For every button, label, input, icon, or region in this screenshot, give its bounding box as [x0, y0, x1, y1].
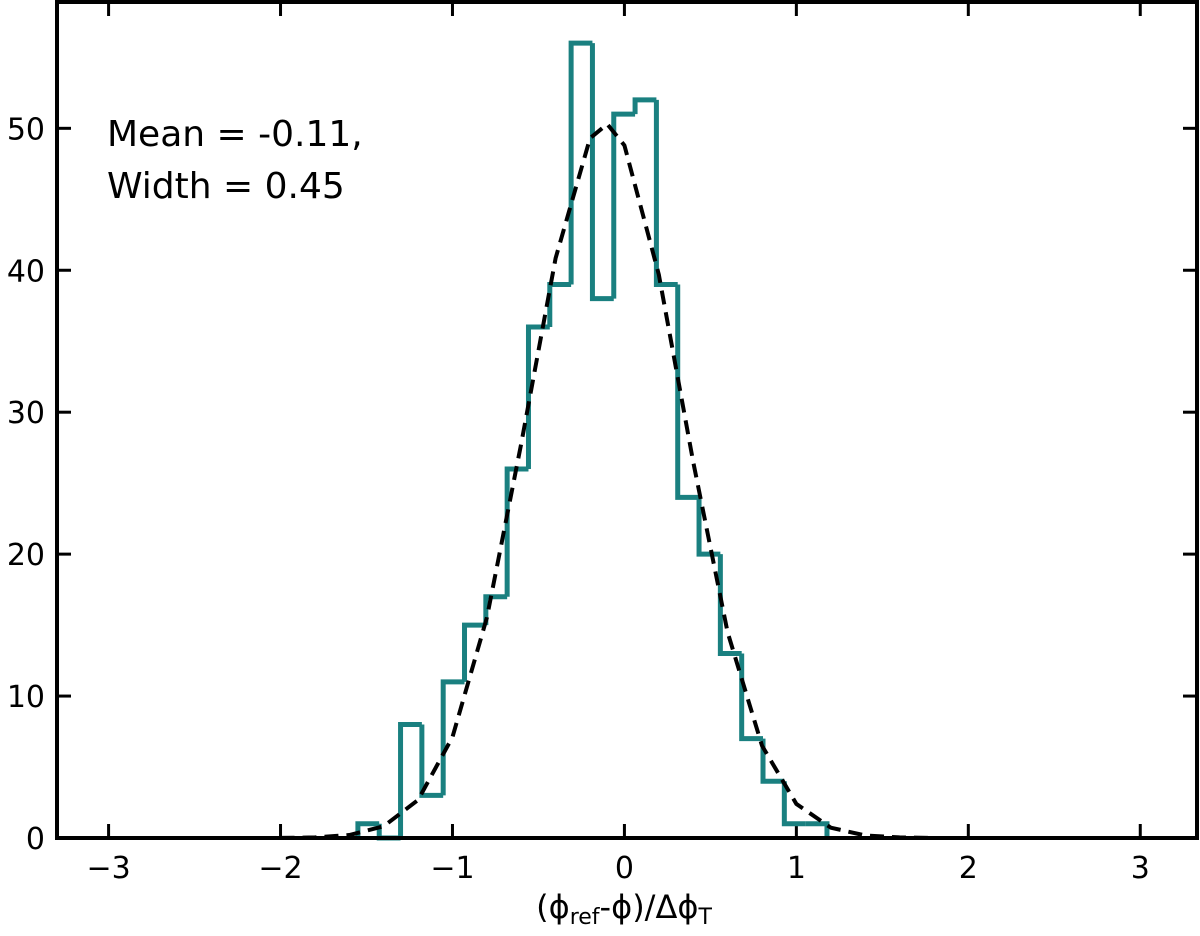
- y-tick-label: 0: [26, 822, 45, 857]
- x-tick-label: 1: [787, 851, 806, 886]
- x-axis-label-part: ref: [570, 905, 601, 930]
- histogram-bin: [717, 554, 742, 656]
- histogram-bin: [547, 281, 572, 328]
- histogram-bin: [675, 284, 700, 500]
- x-tick-label: −1: [430, 851, 474, 886]
- histogram-bin: [781, 781, 806, 827]
- x-axis-label-part: T: [697, 905, 712, 930]
- histogram-bin: [632, 97, 657, 115]
- histogram-bin: [376, 823, 401, 841]
- y-tick-label: 30: [7, 396, 45, 431]
- x-tick-label: 3: [1131, 851, 1150, 886]
- histogram-bin: [589, 43, 614, 302]
- histogram-bin: [653, 99, 678, 287]
- histogram-bin: [440, 679, 465, 796]
- x-tick-label: −3: [86, 851, 130, 886]
- y-tick-label: 40: [7, 254, 45, 289]
- x-axis-label: (ϕref-ϕ)/ΔϕT: [536, 888, 712, 930]
- x-tick-label: 2: [959, 851, 978, 886]
- x-axis-label-part: -ϕ)/Δϕ: [600, 888, 699, 926]
- x-tick-label: 0: [615, 851, 634, 886]
- histogram-bin: [696, 497, 721, 557]
- histogram-bin: [419, 724, 444, 798]
- fit-curve: [280, 122, 934, 840]
- annotation: Mean = -0.11,: [107, 114, 363, 155]
- y-tick-label: 20: [7, 538, 45, 573]
- histogram-bin: [462, 622, 486, 682]
- histogram-bin: [568, 40, 593, 285]
- histogram-bin: [398, 721, 422, 838]
- plot-frame: [55, 0, 1199, 840]
- histogram-bin: [739, 653, 764, 742]
- histogram-bin: [504, 466, 529, 597]
- y-tick-label: 50: [7, 112, 45, 147]
- x-axis-label-part: (ϕ: [536, 888, 570, 926]
- histogram-bin: [611, 111, 636, 299]
- histogram-bin: [760, 738, 785, 784]
- x-tick-label: −2: [258, 851, 302, 886]
- annotation: Width = 0.45: [107, 166, 345, 207]
- histogram-bin: [483, 594, 508, 626]
- y-tick-label: 10: [7, 680, 45, 715]
- histogram-bin: [805, 821, 830, 838]
